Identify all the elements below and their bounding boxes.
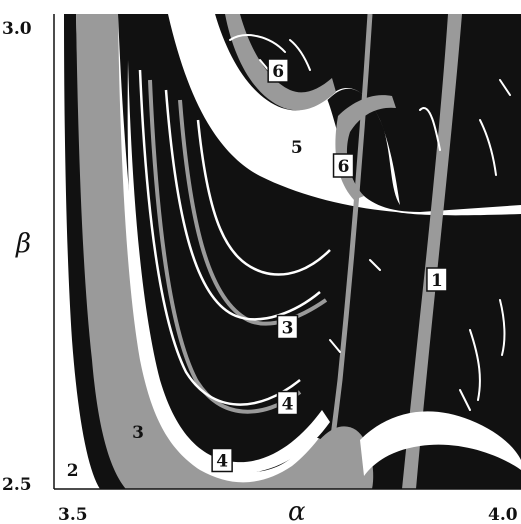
period-label-text: 5 <box>291 138 303 158</box>
y-tick-label-bottom: 2.5 <box>2 475 32 495</box>
period-label-text: 6 <box>272 62 284 82</box>
y-axis-label: β <box>15 229 31 259</box>
plot-area <box>54 14 521 489</box>
period-label-box <box>332 153 355 178</box>
bottom-white-blob <box>360 411 521 476</box>
period-label-box <box>276 314 299 340</box>
period-label-text: 4 <box>216 452 228 472</box>
white-tongue-period-4 <box>127 60 330 474</box>
period-label-3-2: 3 <box>132 423 144 443</box>
x-tick-label-right: 4.0 <box>488 505 518 524</box>
period-label-6-8: 6 <box>332 153 355 178</box>
white-lobe-period-5 <box>168 14 521 216</box>
period-label-2-1: 2 <box>67 461 79 481</box>
period-labels: 1 2 3 3 4 4 5 6 6 <box>67 58 448 481</box>
period-label-text: 1 <box>431 271 443 291</box>
period-label-box <box>267 58 289 83</box>
period-label-text: 2 <box>67 461 79 481</box>
period-label-box <box>426 267 448 292</box>
chaos-dashes <box>229 34 511 411</box>
period-label-1-0: 1 <box>426 267 448 292</box>
period-label-box <box>211 447 233 473</box>
period-label-text: 3 <box>282 319 294 339</box>
bottom-gray-blob <box>300 426 374 489</box>
x-tick-label-left: 3.5 <box>58 505 88 524</box>
period-label-box <box>276 390 299 416</box>
gray-diagonal-stripe <box>402 14 462 489</box>
period-label-text: 6 <box>338 157 350 177</box>
period-label-text: 3 <box>132 423 144 443</box>
y-tick-label-top: 3.0 <box>2 19 32 39</box>
period-label-6-7: 6 <box>267 58 289 83</box>
period-label-5-6: 5 <box>291 138 303 158</box>
period-label-3-3: 3 <box>276 314 299 340</box>
gray-band-period-6-upper <box>225 14 336 111</box>
x-axis-label: α <box>288 497 306 524</box>
period-label-4-5: 4 <box>211 447 233 473</box>
period-label-text: 4 <box>282 395 294 415</box>
period-label-4-4: 4 <box>276 390 299 416</box>
white-tongue-lines <box>138 69 331 406</box>
